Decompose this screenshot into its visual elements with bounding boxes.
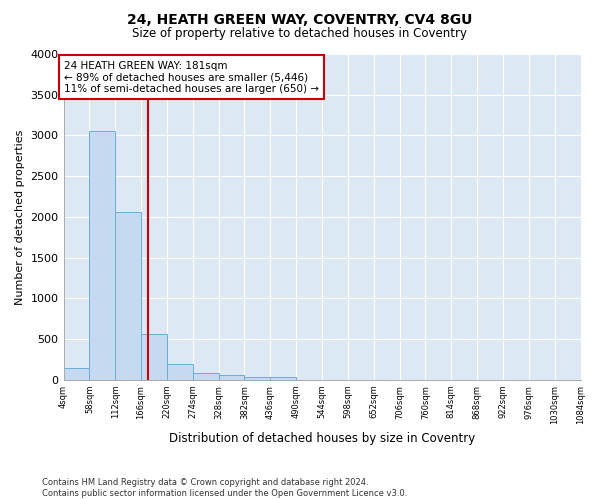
- Text: 24 HEATH GREEN WAY: 181sqm
← 89% of detached houses are smaller (5,446)
11% of s: 24 HEATH GREEN WAY: 181sqm ← 89% of deta…: [64, 60, 319, 94]
- Bar: [64, 368, 89, 380]
- Bar: [115, 212, 141, 380]
- Text: Contains HM Land Registry data © Crown copyright and database right 2024.
Contai: Contains HM Land Registry data © Crown c…: [42, 478, 407, 498]
- Text: 24, HEATH GREEN WAY, COVENTRY, CV4 8GU: 24, HEATH GREEN WAY, COVENTRY, CV4 8GU: [127, 12, 473, 26]
- Bar: [167, 364, 193, 380]
- Bar: [218, 375, 244, 380]
- Bar: [271, 378, 296, 380]
- Bar: [193, 374, 218, 380]
- Text: Size of property relative to detached houses in Coventry: Size of property relative to detached ho…: [133, 28, 467, 40]
- Y-axis label: Number of detached properties: Number of detached properties: [15, 129, 25, 304]
- Bar: [141, 334, 167, 380]
- X-axis label: Distribution of detached houses by size in Coventry: Distribution of detached houses by size …: [169, 432, 475, 445]
- Bar: [89, 130, 115, 380]
- Bar: [244, 376, 271, 380]
